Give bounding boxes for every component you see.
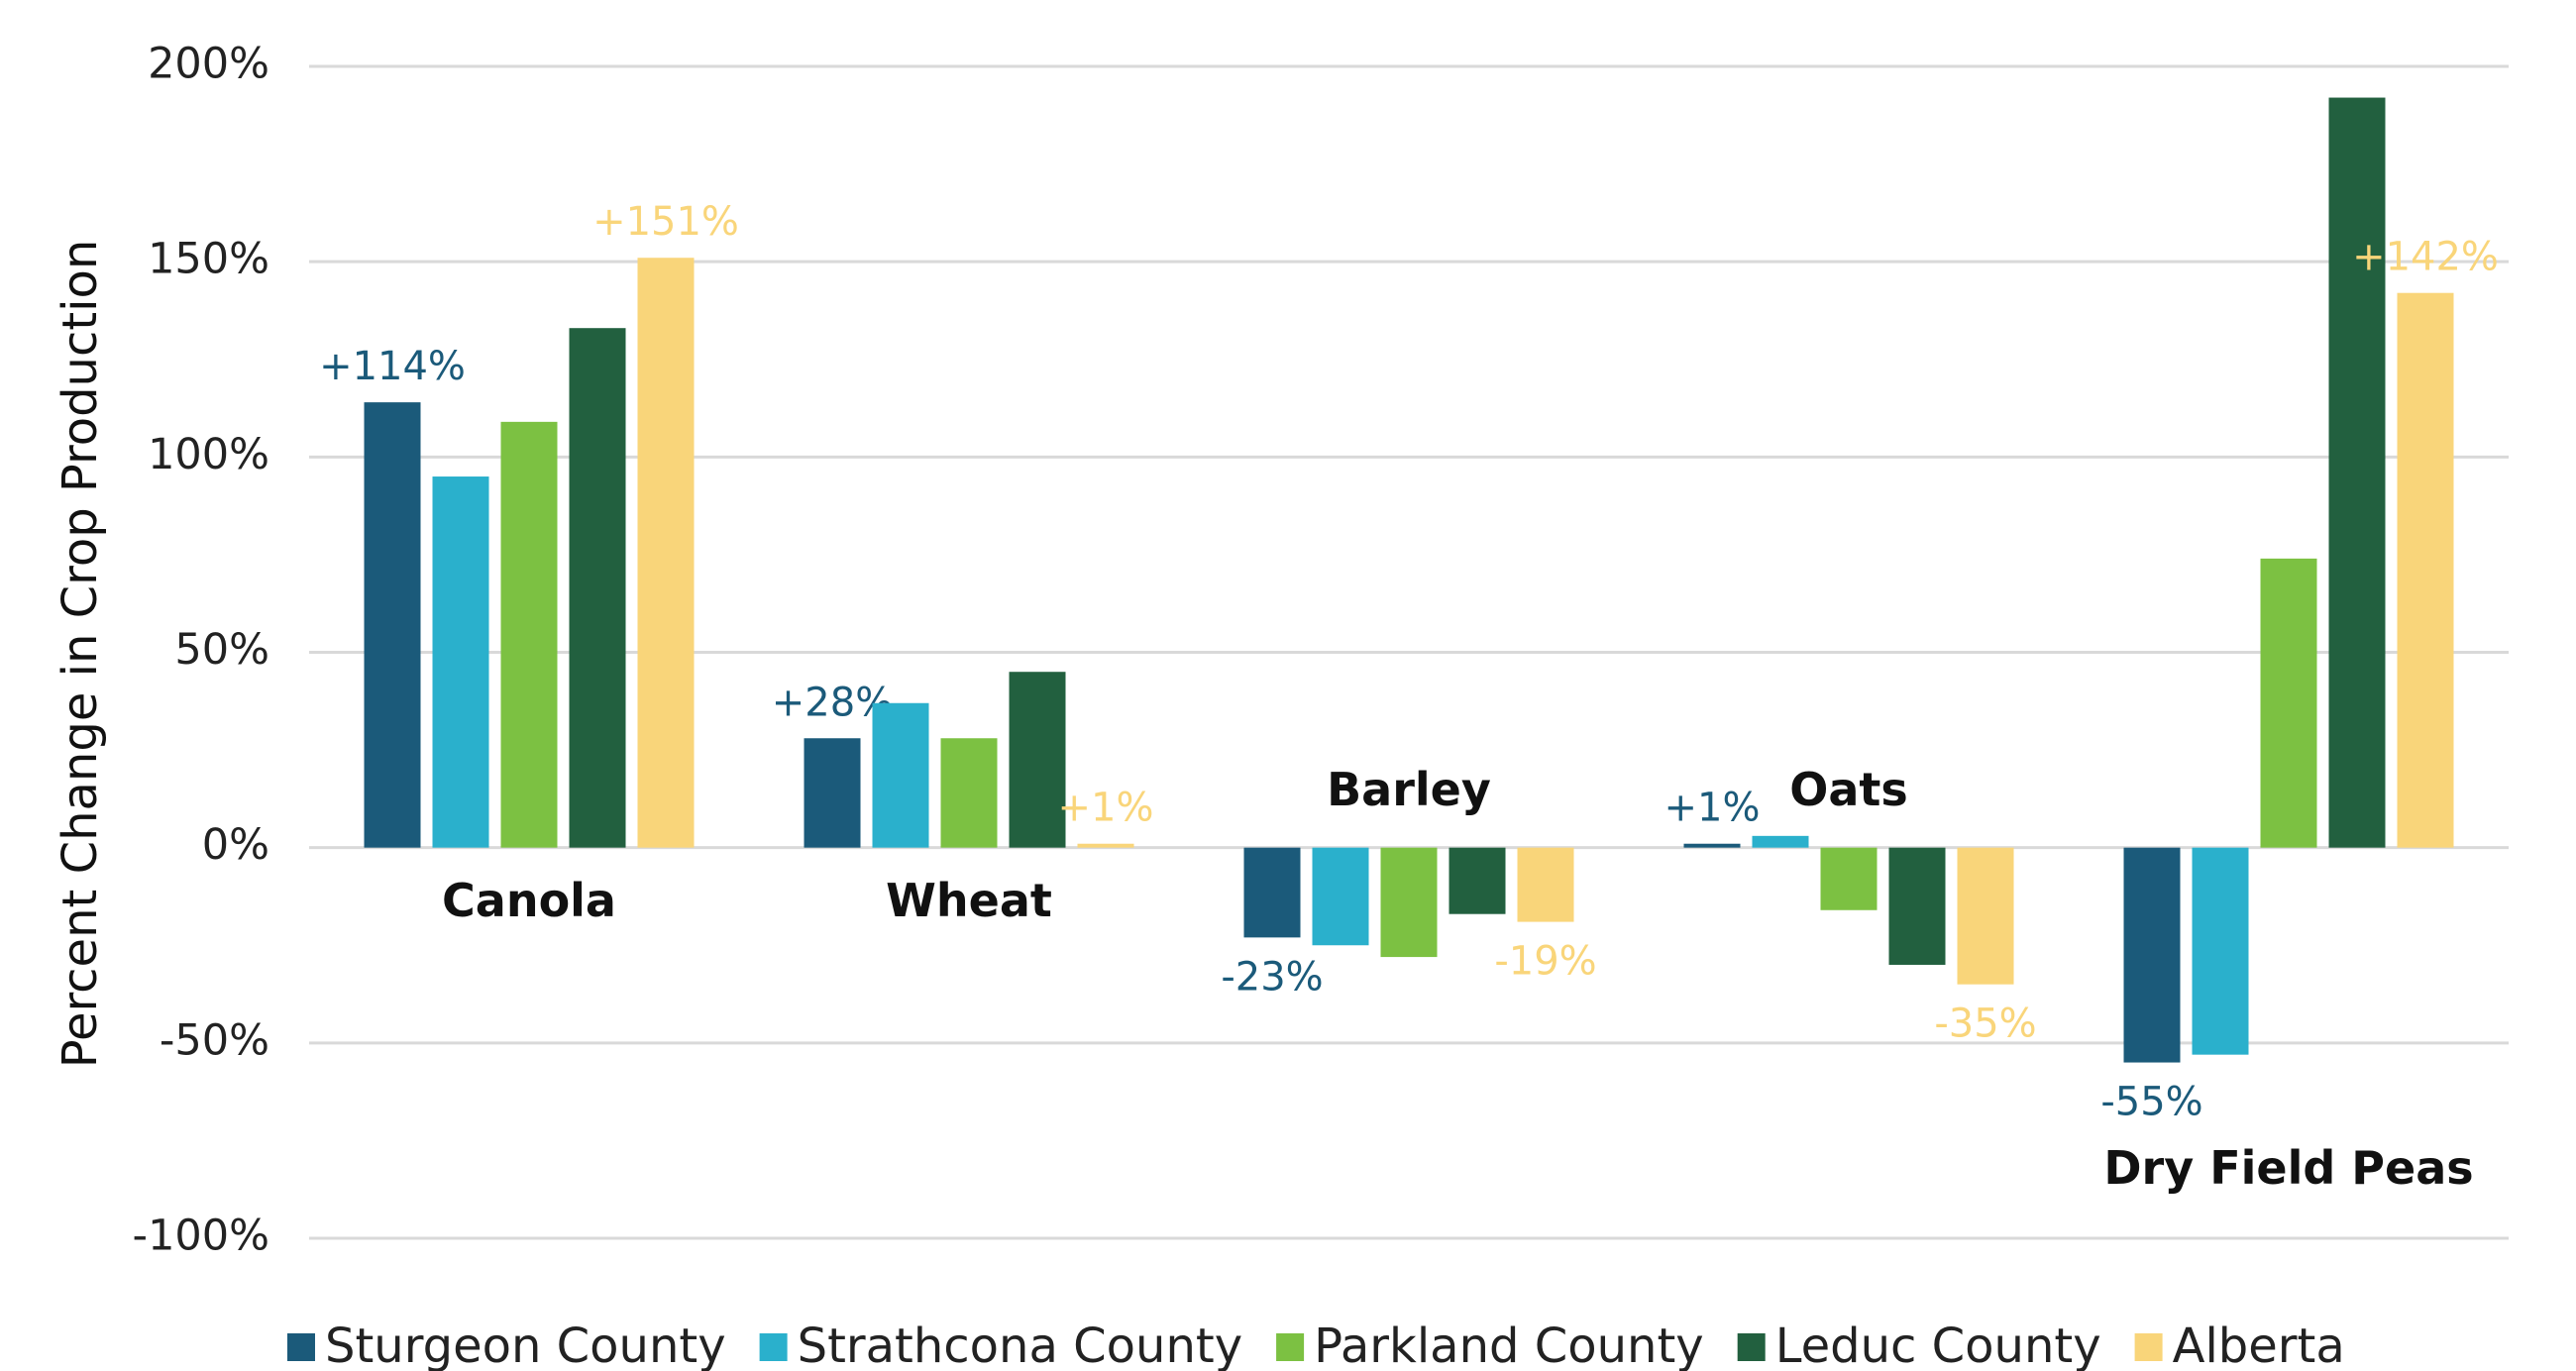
bar [569, 328, 626, 848]
bar [1077, 843, 1134, 848]
bar [1380, 847, 1438, 958]
bar [1312, 847, 1369, 946]
value-label: +114% [319, 344, 466, 389]
y-tick-label: 200% [148, 40, 269, 89]
y-tick-label: 150% [148, 235, 269, 284]
y-tick-label: -100% [133, 1212, 269, 1261]
bar [1957, 847, 2014, 985]
category-label: Canola [442, 874, 616, 927]
legend-label: Sturgeon County [325, 1318, 726, 1371]
category-label: Wheat [886, 874, 1052, 927]
bar [637, 258, 695, 848]
bar [1243, 847, 1301, 938]
value-label: -23% [1221, 954, 1323, 1000]
bar [2123, 847, 2181, 1063]
value-label: +1% [1664, 786, 1761, 831]
bar [500, 421, 558, 848]
value-label: -55% [2100, 1080, 2202, 1125]
bar [1683, 843, 1741, 848]
category-label: Oats [1789, 763, 1908, 816]
legend-label: Alberta [2173, 1318, 2345, 1371]
y-tick-label: 50% [174, 625, 269, 675]
bar [2397, 292, 2454, 848]
legend-swatch [759, 1333, 788, 1361]
bar [1888, 847, 1946, 965]
value-label: +1% [1058, 786, 1154, 831]
bar [872, 702, 929, 848]
bar [1009, 672, 1066, 848]
legend-label: Strathcona County [798, 1318, 1242, 1371]
legend-swatch [2134, 1333, 2163, 1361]
legend-swatch [1276, 1333, 1305, 1361]
value-label: +142% [2352, 235, 2499, 280]
bar [2192, 847, 2249, 1055]
category-label: Barley [1327, 763, 1491, 816]
bar [804, 738, 861, 848]
bar [1820, 847, 1878, 910]
bar [940, 738, 998, 848]
bar [432, 476, 489, 848]
bar [2260, 558, 2317, 848]
value-label: -35% [1934, 1002, 2036, 1047]
legend-swatch [287, 1333, 315, 1361]
value-label: +151% [592, 199, 739, 245]
y-tick-label: -50% [160, 1015, 269, 1065]
bar [1449, 847, 1506, 914]
value-label: -19% [1494, 939, 1596, 985]
legend-swatch [1737, 1333, 1766, 1361]
y-tick-label: 100% [148, 430, 269, 479]
bar [364, 402, 421, 848]
y-axis-label: Percent Change in Crop Production [53, 240, 108, 1069]
legend-label: Parkland County [1314, 1318, 1704, 1371]
category-label: Dry Field Peas [2103, 1141, 2473, 1195]
bar [2328, 97, 2386, 848]
bar [1517, 847, 1574, 922]
legend-label: Leduc County [1775, 1318, 2101, 1371]
y-tick-label: 0% [202, 820, 269, 870]
bar [1752, 835, 1809, 848]
